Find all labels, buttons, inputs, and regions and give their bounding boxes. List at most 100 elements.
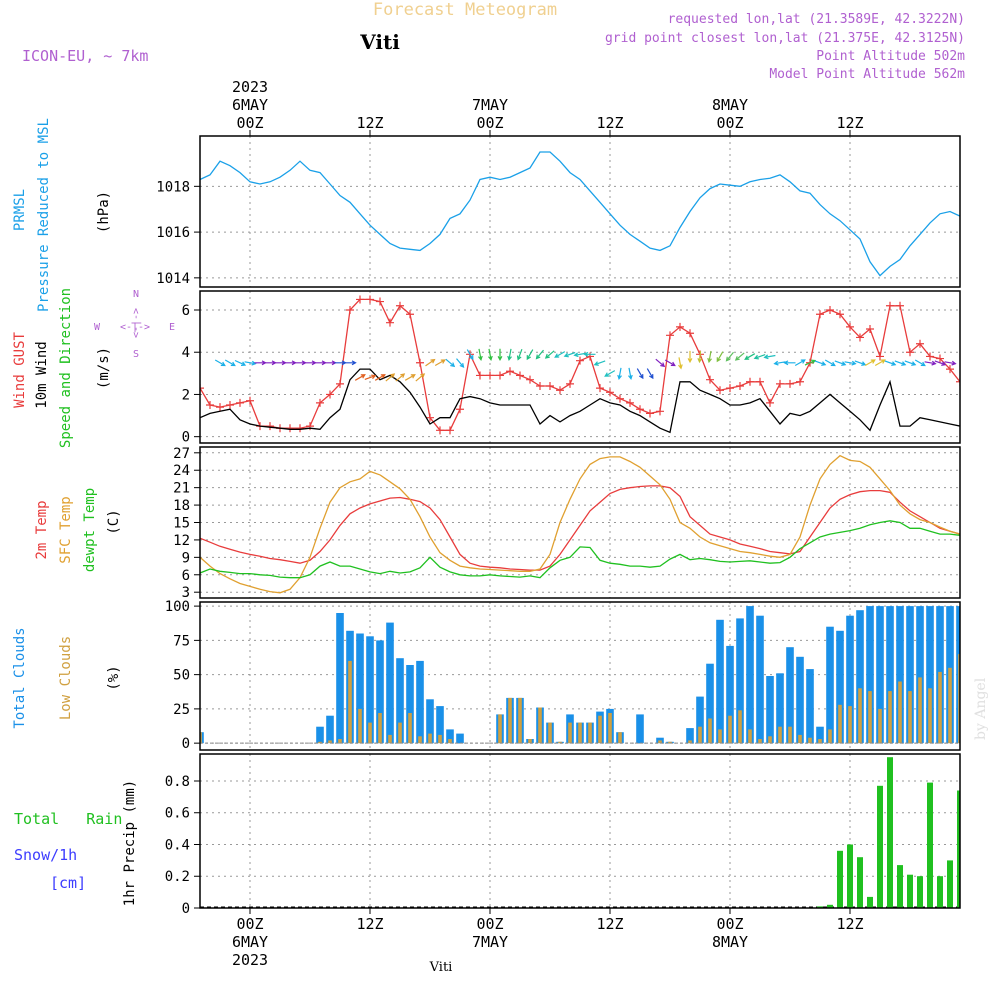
wind-direction-arrow bbox=[794, 359, 806, 367]
wind-direction-arrow bbox=[224, 359, 236, 367]
low-cloud-bar bbox=[848, 706, 852, 744]
temperature-plot bbox=[200, 454, 960, 594]
low-cloud-bar bbox=[558, 741, 562, 744]
clouds-unit: (%) bbox=[106, 665, 122, 690]
gust-marker bbox=[226, 401, 234, 409]
low-cloud-bar bbox=[718, 729, 722, 744]
wind-direction-arrow bbox=[583, 351, 596, 357]
gust-marker bbox=[476, 371, 484, 380]
wind-direction-arrow bbox=[264, 360, 277, 366]
precip-plot bbox=[200, 757, 960, 908]
clouds-ytick-label: 50 bbox=[173, 668, 190, 684]
total-cloud-bar bbox=[736, 618, 744, 744]
wind-direction-arrow bbox=[725, 351, 734, 362]
clouds-frame bbox=[199, 601, 961, 751]
low-cloud-bar bbox=[888, 691, 892, 744]
total-cloud-bar bbox=[886, 606, 894, 744]
bottom-time-label: 00Z bbox=[476, 915, 503, 933]
total-cloud-bar bbox=[686, 728, 694, 744]
low-cloud-bar bbox=[588, 722, 592, 744]
bottom-time-label: 12Z bbox=[836, 915, 863, 933]
temp-unit: (C) bbox=[106, 509, 122, 534]
temperature-ytick-label: 12 bbox=[173, 533, 190, 549]
rain-bar bbox=[937, 876, 943, 908]
wind-frame bbox=[199, 290, 961, 444]
gridpoint-coords: grid point closest lon,lat (21.375E, 42.… bbox=[605, 31, 965, 46]
wind-direction-arrow bbox=[445, 358, 456, 368]
gust-marker bbox=[506, 367, 514, 376]
top-time-label: 00Z bbox=[716, 114, 743, 132]
total-cloud-bar bbox=[766, 676, 774, 744]
gust-marker bbox=[736, 382, 744, 390]
rain-bar bbox=[877, 785, 883, 908]
gust-marker bbox=[826, 306, 834, 314]
wind-direction-arrow bbox=[628, 367, 633, 380]
gust-marker bbox=[236, 398, 244, 407]
wind-direction-arrow bbox=[894, 360, 907, 366]
compass-west: W bbox=[94, 322, 101, 333]
gust-marker bbox=[716, 386, 724, 395]
gust-marker bbox=[946, 365, 954, 374]
total-cloud-bar bbox=[956, 606, 960, 744]
total-cloud-bar bbox=[856, 610, 864, 744]
temperature-ytick-label: 9 bbox=[182, 550, 190, 566]
wind-direction-arrow bbox=[535, 349, 544, 360]
wind-direction-arrow bbox=[744, 353, 756, 360]
gust-marker bbox=[326, 390, 334, 399]
total-cloud-bar bbox=[706, 663, 714, 744]
wind-direction-arrow bbox=[466, 349, 474, 361]
wind-ytick-label: 0 bbox=[182, 430, 190, 446]
gust-marker bbox=[366, 295, 374, 304]
pressure-label-3: (hPa) bbox=[96, 191, 112, 233]
wind-direction-arrow bbox=[655, 358, 666, 368]
pressure-label-2: Pressure Reduced to MSL bbox=[36, 118, 52, 312]
top-time-label: 8MAY bbox=[712, 96, 748, 114]
wind-direction-arrow bbox=[364, 374, 377, 380]
total-cloud-bar bbox=[436, 706, 444, 744]
pressure-ytick-label: 1014 bbox=[156, 271, 190, 287]
precip-ytick-label: 0.6 bbox=[165, 806, 190, 822]
low-cloud-bar bbox=[708, 718, 712, 744]
total-cloud-bar bbox=[366, 636, 374, 744]
low-cloud-bar bbox=[408, 713, 412, 744]
gust-marker bbox=[516, 371, 524, 380]
footer-location: Viti bbox=[429, 960, 453, 975]
compass-south: S bbox=[133, 349, 139, 360]
wind-direction-arrow bbox=[544, 350, 555, 359]
gust-marker bbox=[406, 310, 414, 319]
wind-ytick-label: 2 bbox=[182, 387, 190, 403]
pressure-line-prmsl bbox=[200, 151, 960, 277]
low-cloud-bar bbox=[948, 667, 952, 744]
wind-ytick-label: 6 bbox=[182, 303, 190, 319]
low-cloud-bar bbox=[928, 688, 932, 744]
wind-direction-arrow bbox=[687, 350, 693, 364]
low-cloud-bar bbox=[698, 726, 702, 744]
low-cloud-bar bbox=[598, 715, 602, 744]
total-cloud-bar bbox=[406, 665, 414, 744]
rain-bar bbox=[847, 844, 853, 908]
top-time-label: 00Z bbox=[236, 114, 263, 132]
total-cloud-bar bbox=[866, 606, 874, 744]
wind-direction-arrow bbox=[314, 360, 327, 366]
low-cloud-bar bbox=[958, 654, 960, 744]
total-cloud-bar bbox=[636, 714, 644, 744]
total-cloud-bar bbox=[926, 606, 934, 744]
gust-marker bbox=[296, 424, 304, 433]
total-cloud-bar bbox=[776, 673, 784, 744]
wind-dir-label: Speed and Direction bbox=[58, 288, 74, 448]
wind-direction-arrow bbox=[324, 360, 337, 366]
wind-direction-arrow bbox=[497, 348, 503, 362]
total-cloud-bar bbox=[846, 615, 854, 744]
low-cloud-bar bbox=[868, 691, 872, 744]
gust-marker bbox=[876, 352, 884, 361]
wind-direction-arrow bbox=[234, 359, 247, 366]
wind-label: 10m Wind bbox=[34, 341, 50, 408]
wind-direction-arrow bbox=[944, 360, 957, 366]
total-cloud-bar bbox=[356, 633, 364, 744]
wind-direction-arrow bbox=[716, 351, 724, 363]
rain-bar bbox=[827, 904, 833, 908]
precip-axis-label: 1hr Precip (mm) bbox=[122, 780, 138, 906]
total-cloud-bar bbox=[376, 640, 384, 744]
wind-direction-arrow bbox=[304, 360, 317, 366]
